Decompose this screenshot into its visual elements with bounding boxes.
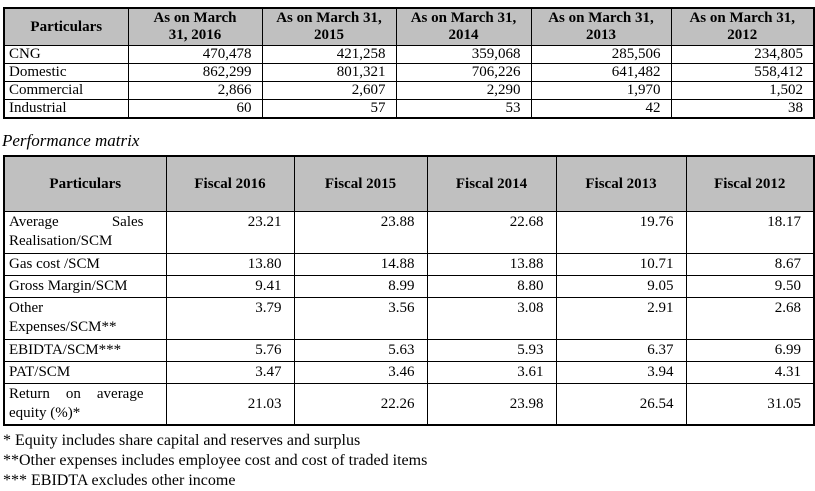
- sales-header-2012: As on March 31, 2012: [670, 7, 815, 46]
- value-cell: 2.91: [555, 297, 687, 340]
- value-cell: 23.98: [426, 383, 557, 426]
- table-row-pat: PAT/SCM 3.47 3.46 3.61 3.94 4.31: [3, 361, 815, 384]
- table-row-avg-sales-realisation: Average Sales Realisation/SCM 23.21 23.8…: [3, 211, 815, 254]
- document-page: Particulars As on March 31, 2016 As on M…: [0, 7, 815, 491]
- value-cell: 8.99: [293, 275, 428, 298]
- row-label-ebidta: EBIDTA/SCM***: [3, 339, 167, 362]
- value-cell: 706,226: [395, 63, 532, 82]
- row-label-commercial: Commercial: [3, 81, 129, 100]
- value-cell: 3.61: [426, 361, 557, 384]
- footnote-other-expenses: **Other expenses includes employee cost …: [3, 452, 428, 469]
- value-cell: 5.76: [165, 339, 295, 362]
- value-cell: 10.71: [555, 253, 687, 276]
- footnote-ebidta: *** EBIDTA excludes other income: [3, 472, 236, 489]
- table-row-domestic: Domestic 862,299 801,321 706,226 641,482…: [3, 63, 815, 82]
- footnote-equity: * Equity includes share capital and rese…: [3, 432, 361, 449]
- sales-header-2014: As on March 31, 2014: [395, 7, 532, 46]
- value-cell: 8.80: [426, 275, 557, 298]
- value-cell: 18.17: [685, 211, 815, 254]
- value-cell: 470,478: [127, 45, 263, 64]
- row-label-gas-cost: Gas cost /SCM: [3, 253, 167, 276]
- table-row-other-expenses: Other Expenses/SCM** 3.79 3.56 3.08 2.91…: [3, 297, 815, 340]
- value-cell: 60: [127, 99, 263, 119]
- value-cell: 14.88: [293, 253, 428, 276]
- sales-header-2015: As on March 31, 2015: [261, 7, 397, 46]
- table-row-cng: CNG 470,478 421,258 359,068 285,506 234,…: [3, 45, 815, 64]
- value-cell: 3.56: [293, 297, 428, 340]
- value-cell: 5.63: [293, 339, 428, 362]
- value-cell: 9.05: [555, 275, 687, 298]
- perf-header-fiscal-2016: Fiscal 2016: [165, 155, 295, 212]
- row-label-cng: CNG: [3, 45, 129, 64]
- perf-header-particulars: Particulars: [3, 155, 167, 212]
- table-row-return-on-equity: Return on average equity (%)* 21.03 22.2…: [3, 383, 815, 426]
- value-cell: 5.93: [426, 339, 557, 362]
- sales-header-2016: As on March 31, 2016: [127, 7, 263, 46]
- value-cell: 2,607: [261, 81, 397, 100]
- value-cell: 4.31: [685, 361, 815, 384]
- value-cell: 19.76: [555, 211, 687, 254]
- row-label-gross-margin: Gross Margin/SCM: [3, 275, 167, 298]
- row-label-other-expenses: Other Expenses/SCM**: [3, 297, 167, 340]
- value-cell: 801,321: [261, 63, 397, 82]
- performance-table-header-row: Particulars Fiscal 2016 Fiscal 2015 Fisc…: [3, 155, 815, 212]
- value-cell: 641,482: [530, 63, 672, 82]
- perf-header-fiscal-2012: Fiscal 2012: [685, 155, 815, 212]
- perf-header-fiscal-2014: Fiscal 2014: [426, 155, 557, 212]
- value-cell: 23.88: [293, 211, 428, 254]
- value-cell: 3.46: [293, 361, 428, 384]
- footnotes: * Equity includes share capital and rese…: [3, 431, 815, 491]
- value-cell: 53: [395, 99, 532, 119]
- sales-header-particulars: Particulars: [3, 7, 129, 46]
- row-label-industrial: Industrial: [3, 99, 129, 119]
- table-row-commercial: Commercial 2,866 2,607 2,290 1,970 1,502: [3, 81, 815, 100]
- value-cell: 26.54: [555, 383, 687, 426]
- value-cell: 3.08: [426, 297, 557, 340]
- value-cell: 21.03: [165, 383, 295, 426]
- performance-matrix-table: Particulars Fiscal 2016 Fiscal 2015 Fisc…: [3, 155, 815, 426]
- value-cell: 359,068: [395, 45, 532, 64]
- value-cell: 8.67: [685, 253, 815, 276]
- value-cell: 6.99: [685, 339, 815, 362]
- perf-header-fiscal-2015: Fiscal 2015: [293, 155, 428, 212]
- value-cell: 13.88: [426, 253, 557, 276]
- value-cell: 862,299: [127, 63, 263, 82]
- value-cell: 22.68: [426, 211, 557, 254]
- sales-table-header-row: Particulars As on March 31, 2016 As on M…: [3, 7, 815, 46]
- value-cell: 1,970: [530, 81, 672, 100]
- table-row-gross-margin: Gross Margin/SCM 9.41 8.99 8.80 9.05 9.5…: [3, 275, 815, 298]
- value-cell: 3.79: [165, 297, 295, 340]
- value-cell: 558,412: [670, 63, 815, 82]
- value-cell: 3.47: [165, 361, 295, 384]
- table-row-ebidta: EBIDTA/SCM*** 5.76 5.63 5.93 6.37 6.99: [3, 339, 815, 362]
- perf-header-fiscal-2013: Fiscal 2013: [555, 155, 687, 212]
- value-cell: 57: [261, 99, 397, 119]
- value-cell: 1,502: [670, 81, 815, 100]
- value-cell: 22.26: [293, 383, 428, 426]
- value-cell: 2.68: [685, 297, 815, 340]
- row-label-pat: PAT/SCM: [3, 361, 167, 384]
- table-row-industrial: Industrial 60 57 53 42 38: [3, 99, 815, 119]
- row-label-return-on-equity: Return on average equity (%)*: [3, 383, 167, 426]
- sales-header-2013: As on March 31, 2013: [530, 7, 672, 46]
- performance-matrix-heading: Performance matrix: [2, 131, 140, 150]
- row-label-domestic: Domestic: [3, 63, 129, 82]
- value-cell: 2,866: [127, 81, 263, 100]
- value-cell: 421,258: [261, 45, 397, 64]
- sales-volume-table: Particulars As on March 31, 2016 As on M…: [3, 7, 815, 119]
- value-cell: 23.21: [165, 211, 295, 254]
- value-cell: 38: [670, 99, 815, 119]
- row-label-avg-sales-realisation: Average Sales Realisation/SCM: [3, 211, 167, 254]
- table-row-gas-cost: Gas cost /SCM 13.80 14.88 13.88 10.71 8.…: [3, 253, 815, 276]
- value-cell: 6.37: [555, 339, 687, 362]
- value-cell: 13.80: [165, 253, 295, 276]
- value-cell: 9.50: [685, 275, 815, 298]
- value-cell: 285,506: [530, 45, 672, 64]
- value-cell: 42: [530, 99, 672, 119]
- value-cell: 31.05: [685, 383, 815, 426]
- value-cell: 234,805: [670, 45, 815, 64]
- value-cell: 9.41: [165, 275, 295, 298]
- value-cell: 3.94: [555, 361, 687, 384]
- value-cell: 2,290: [395, 81, 532, 100]
